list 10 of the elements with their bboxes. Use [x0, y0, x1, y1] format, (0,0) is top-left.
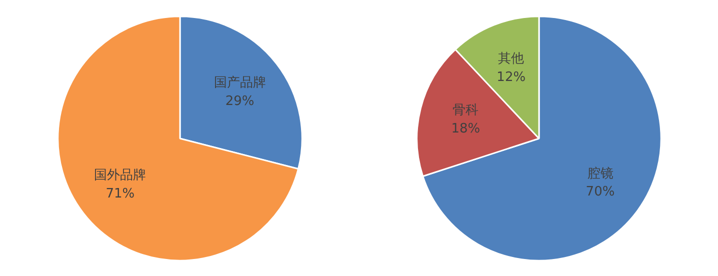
slice-label: 国外品牌 [94, 168, 146, 184]
slice-label: 国产品牌 [214, 75, 266, 90]
data-label: 12% [496, 70, 526, 85]
slice-label: 其他 [498, 51, 524, 66]
slice-label: 骨科 [452, 103, 479, 118]
slice-label: 腔镜 [587, 166, 614, 182]
data-label: 70% [586, 184, 615, 200]
data-label: 18% [451, 121, 480, 136]
data-label: 29% [225, 94, 254, 109]
data-label: 71% [106, 186, 135, 202]
